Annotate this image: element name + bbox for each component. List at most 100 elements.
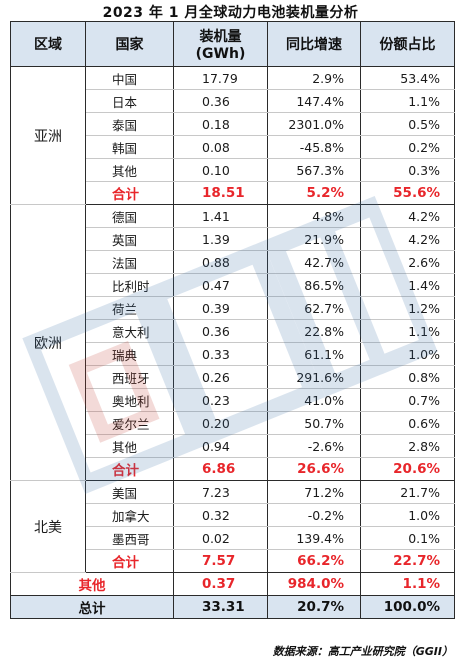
share-cell: 1.0% [360, 503, 455, 527]
country-cell: 法国 [85, 250, 174, 274]
subtotal-share: 55.6% [360, 181, 455, 205]
share-cell: 1.4% [360, 273, 455, 297]
yoy-cell: 21.9% [267, 227, 361, 251]
yoy-cell: 567.3% [267, 158, 361, 182]
country-cell: 意大利 [85, 319, 174, 343]
subtotal-label: 合计 [85, 457, 174, 481]
share-cell: 0.5% [360, 112, 455, 136]
table-row: 奥地利 0.23 41.0% 0.7% [11, 388, 455, 412]
capacity-cell: 17.79 [173, 66, 268, 90]
country-cell: 其他 [85, 158, 174, 182]
yoy-cell: 291.6% [267, 365, 361, 389]
country-cell: 日本 [85, 89, 174, 113]
total-share: 100.0% [360, 595, 455, 619]
header-capacity-line1: 装机量 [199, 29, 242, 45]
table-row: 韩国 0.08 -45.8% 0.2% [11, 135, 455, 159]
table-row: 泰国 0.18 2301.0% 0.5% [11, 112, 455, 136]
yoy-cell: 139.4% [267, 526, 361, 550]
subtotal-row: 合计 6.86 26.6% 20.6% [11, 457, 455, 481]
share-cell: 53.4% [360, 66, 455, 90]
share-cell: 0.2% [360, 135, 455, 159]
yoy-cell: 50.7% [267, 411, 361, 435]
capacity-cell: 0.18 [173, 112, 268, 136]
capacity-cell: 1.41 [173, 204, 268, 228]
share-cell: 1.1% [360, 319, 455, 343]
region-cell: 欧洲 [10, 204, 86, 481]
yoy-cell: 147.4% [267, 89, 361, 113]
other-capacity: 0.37 [173, 572, 268, 596]
table-row: 英国 1.39 21.9% 4.2% [11, 227, 455, 251]
other-yoy: 984.0% [267, 572, 361, 596]
share-cell: 4.2% [360, 227, 455, 251]
table-row: 北美 美国 7.23 71.2% 21.7% [10, 480, 455, 573]
share-cell: 0.3% [360, 158, 455, 182]
capacity-cell: 7.23 [173, 480, 268, 504]
country-cell: 奥地利 [85, 388, 174, 412]
yoy-cell: 71.2% [267, 480, 361, 504]
subtotal-row: 合计 7.57 66.2% 22.7% [11, 549, 455, 573]
yoy-cell: 86.5% [267, 273, 361, 297]
header-yoy: 同比增速 [267, 21, 361, 67]
country-cell: 墨西哥 [85, 526, 174, 550]
header-capacity-line2: (GWh) [195, 46, 246, 62]
country-cell: 德国 [85, 204, 174, 228]
yoy-cell: 2301.0% [267, 112, 361, 136]
capacity-cell: 1.39 [173, 227, 268, 251]
country-cell: 加拿大 [85, 503, 174, 527]
yoy-cell: 4.8% [267, 204, 361, 228]
share-cell: 1.2% [360, 296, 455, 320]
subtotal-capacity: 7.57 [173, 549, 268, 573]
subtotal-yoy: 66.2% [267, 549, 361, 573]
capacity-cell: 0.36 [173, 319, 268, 343]
share-cell: 2.6% [360, 250, 455, 274]
capacity-cell: 0.20 [173, 411, 268, 435]
table-row: 其他 0.10 567.3% 0.3% [11, 158, 455, 182]
country-cell: 比利时 [85, 273, 174, 297]
capacity-cell: 0.10 [173, 158, 268, 182]
share-cell: 1.0% [360, 342, 455, 366]
share-cell: 0.1% [360, 526, 455, 550]
other-row: 其他 0.37 984.0% 1.1% [10, 572, 455, 596]
subtotal-share: 20.6% [360, 457, 455, 481]
region-cell: 亚洲 [10, 66, 86, 205]
other-share: 1.1% [360, 572, 455, 596]
capacity-cell: 0.36 [173, 89, 268, 113]
header-capacity: 装机量 (GWh) [173, 21, 268, 67]
region-cell: 北美 [10, 480, 86, 573]
capacity-cell: 0.23 [173, 388, 268, 412]
subtotal-share: 22.7% [360, 549, 455, 573]
share-cell: 21.7% [360, 480, 455, 504]
table-row: 墨西哥 0.02 139.4% 0.1% [11, 526, 455, 550]
table-row: 亚洲 中国 17.79 2.9% 53.4% [10, 66, 455, 205]
capacity-cell: 0.26 [173, 365, 268, 389]
total-row: 总计 33.31 20.7% 100.0% [10, 595, 455, 619]
country-cell: 爱尔兰 [85, 411, 174, 435]
subtotal-label: 合计 [85, 549, 174, 573]
share-cell: 1.1% [360, 89, 455, 113]
yoy-cell: -0.2% [267, 503, 361, 527]
country-cell: 泰国 [85, 112, 174, 136]
capacity-cell: 0.88 [173, 250, 268, 274]
share-cell: 0.7% [360, 388, 455, 412]
header-region: 区域 [10, 21, 86, 67]
country-cell: 荷兰 [85, 296, 174, 320]
capacity-cell: 0.39 [173, 296, 268, 320]
table-row: 比利时 0.47 86.5% 1.4% [11, 273, 455, 297]
country-cell: 西班牙 [85, 365, 174, 389]
capacity-cell: 0.32 [173, 503, 268, 527]
subtotal-yoy: 5.2% [267, 181, 361, 205]
country-cell: 韩国 [85, 135, 174, 159]
capacity-cell: 0.94 [173, 434, 268, 458]
share-cell: 0.6% [360, 411, 455, 435]
subtotal-yoy: 26.6% [267, 457, 361, 481]
total-capacity: 33.31 [173, 595, 268, 619]
battery-installation-table: 区域 国家 装机量 (GWh) 同比增速 份额占比 亚洲 中国 17.79 2.9% 5… [10, 21, 455, 619]
share-cell: 4.2% [360, 204, 455, 228]
subtotal-capacity: 6.86 [173, 457, 268, 481]
total-label: 总计 [10, 595, 174, 619]
yoy-cell: 2.9% [267, 66, 361, 90]
country-cell: 美国 [85, 480, 174, 504]
country-cell: 瑞典 [85, 342, 174, 366]
capacity-cell: 0.47 [173, 273, 268, 297]
share-cell: 0.8% [360, 365, 455, 389]
